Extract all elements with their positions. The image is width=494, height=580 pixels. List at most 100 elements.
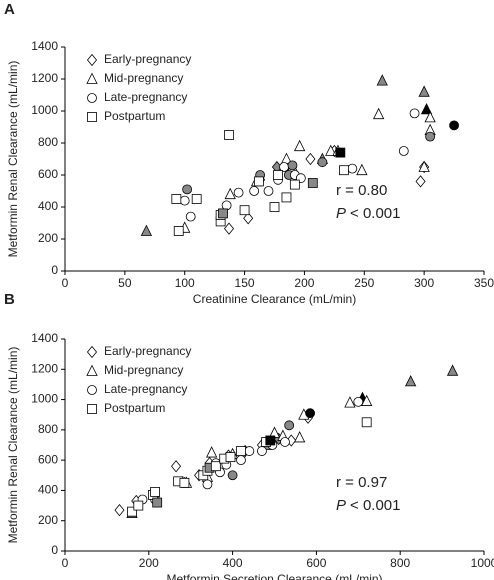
data-point [179, 477, 190, 488]
x-tick-label: 150 [235, 276, 255, 290]
data-point [236, 446, 246, 456]
legend-label: Postpartum [104, 401, 165, 415]
y-tick-label: 600 [38, 167, 58, 181]
panel-label: A [4, 1, 15, 18]
y-tick-label: 0 [51, 263, 58, 277]
legend-marker [87, 112, 97, 122]
data-point [243, 212, 254, 225]
y-tick-label: 0 [51, 543, 58, 557]
data-point [376, 74, 388, 86]
legend-marker [86, 72, 98, 84]
data-point [127, 506, 137, 517]
data-point [150, 487, 160, 497]
data-point [280, 437, 290, 447]
legend-label: Late-pregnancy [104, 90, 187, 104]
data-point [273, 170, 283, 180]
stat-p-value: < 0.001 [350, 497, 400, 514]
data-point [449, 120, 459, 131]
data-point [305, 408, 316, 419]
data-point [263, 186, 274, 196]
stat-p: P < 0.001 [336, 497, 400, 514]
y-tick-label: 400 [38, 199, 58, 213]
data-point [317, 157, 328, 168]
stat-p-symbol: P [336, 205, 346, 222]
data-point [210, 461, 221, 472]
data-point [361, 394, 373, 406]
data-point [244, 446, 255, 456]
y-tick-label: 1200 [31, 361, 58, 375]
y-tick-label: 800 [38, 422, 58, 436]
stat-p-symbol: P [336, 497, 346, 514]
y-tick-label: 200 [38, 231, 58, 245]
stat-r: r = 0.80 [336, 182, 387, 199]
y-axis-label: Metformin Renal Clearance (mL/min) [6, 347, 20, 544]
data-point [425, 131, 436, 142]
data-point [224, 130, 234, 140]
y-tick-label: 600 [38, 452, 58, 466]
x-tick-label: 350 [474, 276, 494, 290]
data-point [171, 460, 182, 473]
data-point [236, 455, 246, 466]
data-point [179, 195, 190, 206]
data-point [415, 175, 426, 188]
data-point [398, 146, 409, 156]
y-tick-label: 1400 [31, 39, 58, 53]
data-point [224, 187, 236, 200]
data-point [446, 364, 459, 376]
data-point [239, 205, 250, 216]
data-point [202, 479, 213, 490]
data-point [344, 396, 356, 408]
y-tick-label: 400 [38, 483, 58, 497]
data-point [347, 163, 358, 174]
data-point [265, 435, 276, 446]
y-tick-label: 800 [38, 135, 58, 149]
data-point [152, 497, 163, 508]
data-point [225, 452, 236, 463]
x-axis-label: Creatinine Clearance (mL/min) [193, 292, 356, 306]
data-point [418, 85, 430, 97]
x-tick-label: 100 [175, 276, 195, 290]
y-tick-label: 1000 [31, 392, 58, 406]
y-tick-label: 1400 [31, 331, 58, 345]
legend-marker [87, 404, 97, 414]
data-point [185, 211, 196, 222]
data-point [325, 144, 337, 156]
legend-label: Postpartum [104, 109, 165, 123]
data-point [171, 194, 182, 204]
legend-marker [86, 364, 98, 376]
data-point [173, 226, 184, 236]
data-point [289, 179, 300, 190]
legend-label: Early-pregnancy [104, 52, 191, 66]
stat-r: r = 0.97 [336, 474, 387, 491]
legend-label: Late-pregnancy [104, 382, 187, 396]
data-point [424, 111, 436, 123]
x-tick-label: 200 [294, 276, 314, 290]
data-point [405, 375, 417, 387]
data-point [182, 184, 193, 195]
legend-marker [86, 345, 98, 359]
data-point [373, 107, 385, 120]
data-point [254, 176, 264, 187]
data-point [335, 147, 346, 158]
data-point [418, 160, 430, 172]
x-tick-label: 1000 [471, 556, 494, 570]
data-point [281, 192, 292, 203]
x-tick-label: 0 [62, 556, 69, 570]
data-point [133, 500, 144, 511]
y-axis-label: Metformin Renal Clearance (mL/min) [6, 61, 20, 258]
data-point [249, 186, 260, 196]
stat-p-value: < 0.001 [350, 205, 400, 222]
legend-label: Early-pregnancy [104, 344, 191, 358]
data-point [307, 178, 318, 188]
x-tick-label: 800 [390, 556, 410, 570]
legend-label: Mid-pregnancy [104, 71, 183, 85]
x-tick-label: 400 [223, 556, 243, 570]
data-point [293, 431, 306, 443]
data-point [361, 417, 372, 428]
legend-marker [87, 93, 97, 103]
legend-marker [87, 385, 97, 395]
x-tick-label: 250 [354, 276, 374, 290]
data-point [223, 222, 235, 235]
x-tick-label: 600 [306, 556, 326, 570]
